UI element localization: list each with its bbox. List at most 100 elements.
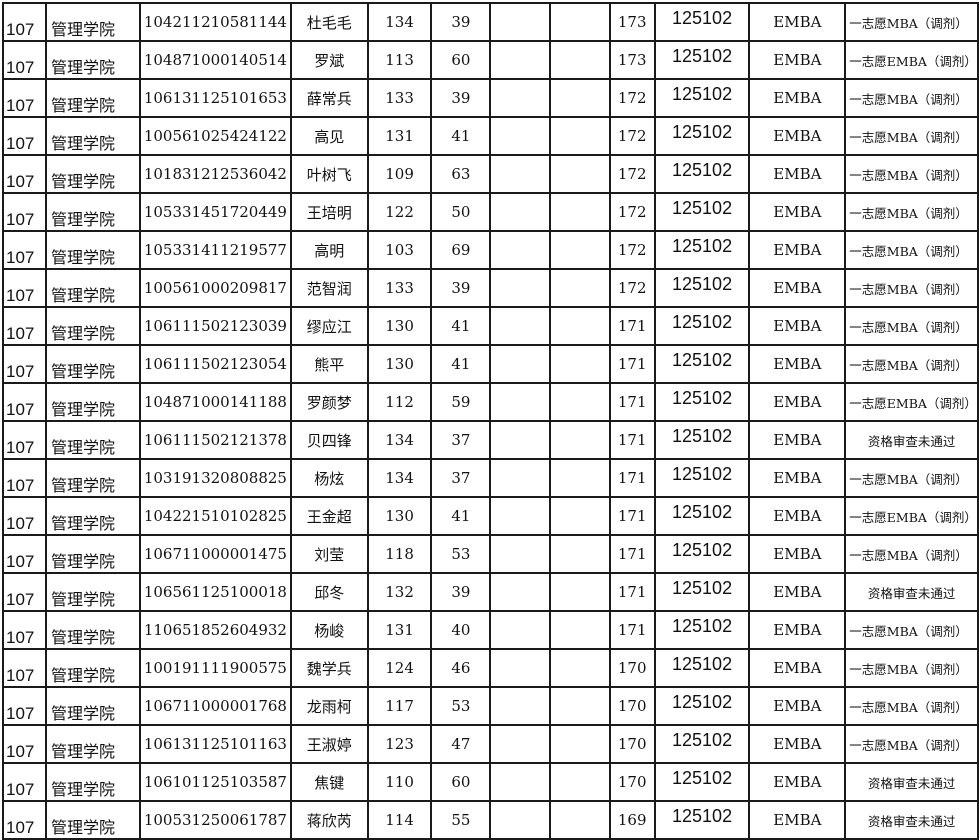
cell-department-name: 管理学院 (44, 2, 141, 42)
cell-major-code: 125102 (653, 382, 751, 422)
cell-score-2: 50 (430, 192, 492, 232)
cell-score-2: 46 (430, 648, 492, 688)
table-row: 107 管理学院 100561000209817 范智润 133 39 172 125102 E… (2, 268, 979, 308)
cell-candidate-id: 106111502121378 (138, 420, 292, 460)
table-row: 107 管理学院 106111502123054 熊平 130 41 171 125102 EM… (2, 344, 979, 384)
cell-remark: 一志愿MBA（调剂） (844, 230, 979, 270)
cell-candidate-name: 薛常兵 (289, 78, 369, 118)
cell-score-1: 131 (366, 610, 433, 650)
cell-score-2: 53 (430, 534, 492, 574)
table-row: 107 管理学院 104871000140514 罗斌 113 60 173 125102 EM… (2, 40, 979, 80)
cell-remark: 一志愿MBA（调剂） (844, 2, 979, 42)
cell-remark: 一志愿MBA（调剂） (844, 344, 979, 384)
cell-candidate-id: 101831212536042 (138, 154, 292, 194)
table-row: 107 管理学院 110651852604932 杨峻 131 40 171 125102 EM… (2, 610, 979, 650)
cell-score-1: 118 (366, 534, 433, 574)
cell-total-score: 171 (608, 572, 656, 612)
cell-score-4 (549, 572, 611, 612)
cell-department-code: 107 (2, 800, 47, 840)
cell-department-code: 107 (2, 306, 47, 346)
cell-candidate-name: 杨炫 (289, 458, 369, 498)
cell-candidate-name: 龙雨柯 (289, 686, 369, 726)
table-row: 107 管理学院 104221510102825 王金超 130 41 171 125102 E… (2, 496, 979, 536)
cell-score-3 (489, 230, 551, 270)
cell-candidate-id: 104211210581144 (138, 2, 292, 42)
table-row: 107 管理学院 106111502121378 贝四锋 134 37 171 125102 E… (2, 420, 979, 460)
cell-total-score: 172 (608, 230, 656, 270)
cell-score-2: 41 (430, 116, 492, 156)
cell-department-name: 管理学院 (44, 344, 141, 384)
cell-score-4 (549, 344, 611, 384)
cell-department-code: 107 (2, 496, 47, 536)
cell-department-name: 管理学院 (44, 78, 141, 118)
table-row: 107 管理学院 103191320808825 杨炫 134 37 171 125102 EM… (2, 458, 979, 498)
table-row: 107 管理学院 106131125101653 薛常兵 133 39 172 125102 E… (2, 78, 979, 118)
cell-department-code: 107 (2, 40, 47, 80)
cell-score-4 (549, 268, 611, 308)
table-row: 107 管理学院 101831212536042 叶树飞 109 63 172 125102 E… (2, 154, 979, 194)
cell-score-2: 39 (430, 2, 492, 42)
cell-candidate-id: 106711000001475 (138, 534, 292, 574)
cell-total-score: 171 (608, 420, 656, 460)
cell-score-2: 39 (430, 78, 492, 118)
cell-major-name: EMBA (748, 648, 847, 688)
cell-candidate-name: 杜毛毛 (289, 2, 369, 42)
cell-remark: 一志愿MBA（调剂） (844, 154, 979, 194)
cell-candidate-name: 刘莹 (289, 534, 369, 574)
cell-major-name: EMBA (748, 344, 847, 384)
cell-department-code: 107 (2, 458, 47, 498)
cell-major-name: EMBA (748, 686, 847, 726)
cell-candidate-name: 缪应江 (289, 306, 369, 346)
cell-department-code: 107 (2, 686, 47, 726)
cell-score-1: 117 (366, 686, 433, 726)
cell-score-2: 41 (430, 344, 492, 384)
cell-score-1: 133 (366, 268, 433, 308)
cell-score-3 (489, 420, 551, 460)
cell-total-score: 173 (608, 2, 656, 42)
cell-department-code: 107 (2, 648, 47, 688)
cell-major-name: EMBA (748, 800, 847, 840)
cell-score-4 (549, 192, 611, 232)
cell-candidate-id: 105331411219577 (138, 230, 292, 270)
cell-score-2: 47 (430, 724, 492, 764)
cell-remark: 资格审查未通过 (844, 420, 979, 460)
cell-candidate-id: 106131125101653 (138, 78, 292, 118)
cell-candidate-id: 104871000141188 (138, 382, 292, 422)
cell-total-score: 171 (608, 344, 656, 384)
cell-department-code: 107 (2, 610, 47, 650)
cell-candidate-name: 罗颜梦 (289, 382, 369, 422)
cell-department-code: 107 (2, 344, 47, 384)
cell-department-name: 管理学院 (44, 724, 141, 764)
cell-total-score: 170 (608, 686, 656, 726)
cell-major-code: 125102 (653, 800, 751, 840)
cell-score-3 (489, 800, 551, 840)
cell-major-name: EMBA (748, 192, 847, 232)
cell-department-name: 管理学院 (44, 572, 141, 612)
cell-major-name: EMBA (748, 534, 847, 574)
cell-total-score: 170 (608, 724, 656, 764)
cell-department-name: 管理学院 (44, 40, 141, 80)
cell-score-3 (489, 116, 551, 156)
cell-department-code: 107 (2, 2, 47, 42)
cell-candidate-name: 王淑婷 (289, 724, 369, 764)
cell-score-4 (549, 648, 611, 688)
cell-score-1: 109 (366, 154, 433, 194)
cell-total-score: 172 (608, 116, 656, 156)
cell-department-name: 管理学院 (44, 192, 141, 232)
cell-major-code: 125102 (653, 648, 751, 688)
cell-major-code: 125102 (653, 610, 751, 650)
cell-major-name: EMBA (748, 496, 847, 536)
cell-major-code: 125102 (653, 78, 751, 118)
cell-score-4 (549, 40, 611, 80)
cell-major-name: EMBA (748, 420, 847, 460)
cell-score-4 (549, 610, 611, 650)
cell-remark: 一志愿MBA（调剂） (844, 610, 979, 650)
cell-score-4 (549, 458, 611, 498)
cell-major-name: EMBA (748, 572, 847, 612)
cell-remark: 一志愿MBA（调剂） (844, 268, 979, 308)
cell-remark: 一志愿MBA（调剂） (844, 648, 979, 688)
cell-score-4 (549, 2, 611, 42)
cell-score-3 (489, 534, 551, 574)
